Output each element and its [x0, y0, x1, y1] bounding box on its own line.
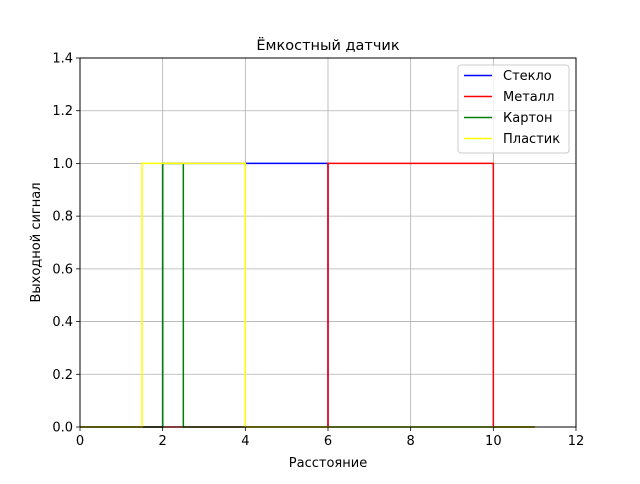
x-tick-label: 10 [485, 434, 502, 449]
legend: Стекло Металл Картон Пластик [457, 64, 570, 154]
x-tick-label: 2 [159, 434, 167, 449]
legend-label-2: Картон [503, 111, 552, 126]
legend-label-3: Пластик [503, 132, 560, 147]
legend-label-1: Металл [503, 90, 554, 105]
y-tick-label: 0.0 [52, 421, 73, 436]
chart-title: Ёмкостный датчик [256, 36, 399, 54]
y-tick-label: 1.2 [52, 104, 73, 119]
x-tick-label: 8 [407, 434, 415, 449]
x-axis-label: Расстояние [289, 456, 367, 471]
legend-box [457, 64, 570, 154]
y-tick-label: 0.8 [52, 210, 73, 225]
x-tick-label: 0 [76, 434, 84, 449]
y-tick-label: 1.4 [52, 52, 73, 67]
y-tick-label: 0.6 [52, 262, 73, 277]
x-tick-label: 4 [241, 434, 249, 449]
y-tick-label: 0.2 [52, 368, 73, 383]
axis-ticks: 0 2 4 6 8 10 12 0.0 0.2 0.4 0.6 0.8 1.0 1.2 1.4 [52, 52, 584, 450]
y-tick-label: 1.0 [52, 157, 73, 172]
y-axis-label: Выходной сигнал [29, 182, 44, 302]
x-tick-label: 12 [568, 434, 585, 449]
legend-label-0: Стекло [503, 69, 552, 84]
x-tick-label: 6 [324, 434, 332, 449]
y-tick-label: 0.4 [52, 315, 73, 330]
